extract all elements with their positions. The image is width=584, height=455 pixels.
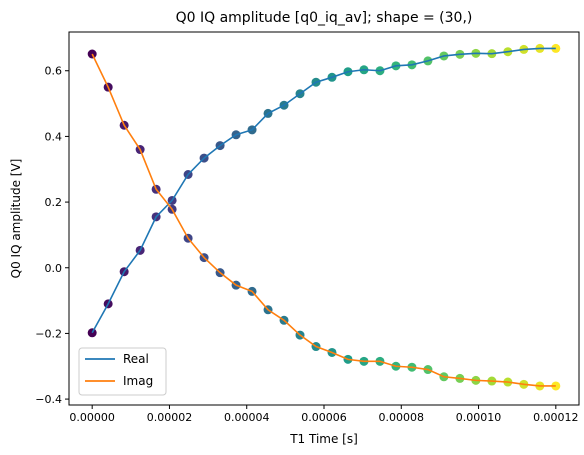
series-layer — [91, 47, 556, 387]
x-tick-label: 0.00000 — [69, 411, 115, 424]
x-axis-label: T1 Time [s] — [289, 432, 358, 446]
legend: Real Imag — [78, 347, 167, 396]
x-tick-label: 0.00012 — [533, 411, 579, 424]
legend-label-real: Real — [123, 352, 149, 366]
chart-title: Q0 IQ amplitude [q0_iq_av]; shape = (30,… — [176, 10, 473, 26]
y-tick-label: −0.2 — [35, 327, 62, 340]
series-line-real — [91, 47, 556, 334]
points-layer — [87, 43, 561, 391]
data-point-imag — [87, 49, 97, 59]
plot-area — [68, 31, 580, 406]
y-tick-label: 0.0 — [45, 262, 63, 275]
x-tick-label: 0.00006 — [301, 411, 347, 424]
data-point-real — [87, 328, 97, 338]
legend-label-imag: Imag — [123, 374, 153, 388]
y-axis: −0.4 −0.2 0.0 0.2 0.4 0.6 — [35, 65, 69, 406]
x-tick-label: 0.00008 — [379, 411, 425, 424]
y-tick-label: 0.2 — [45, 196, 63, 209]
y-tick-label: 0.6 — [45, 65, 63, 78]
y-tick-label: 0.4 — [45, 130, 63, 143]
x-tick-label: 0.00004 — [224, 411, 270, 424]
x-tick-label: 0.00002 — [147, 411, 193, 424]
y-axis-label: Q0 IQ amplitude [V] — [9, 159, 23, 279]
series-line-imag — [91, 53, 556, 387]
x-axis: 0.00000 0.00002 0.00004 0.00006 0.00008 0.000… — [69, 405, 579, 424]
x-tick-label: 0.00010 — [456, 411, 502, 424]
y-tick-label: −0.4 — [35, 393, 62, 406]
